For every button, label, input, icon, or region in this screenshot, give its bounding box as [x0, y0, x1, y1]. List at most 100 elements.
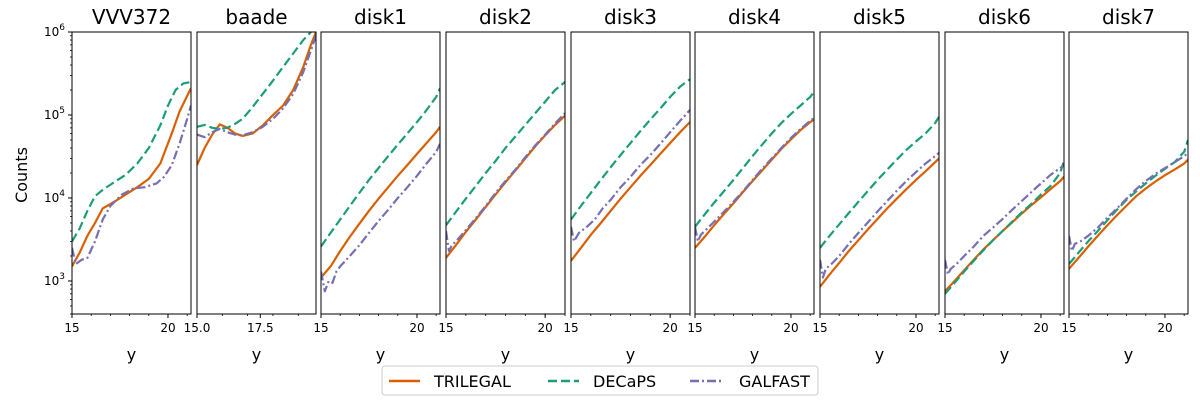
panel-title-disk3: disk3	[604, 5, 657, 29]
series-line-galfast	[820, 151, 939, 279]
series-line-galfast	[446, 112, 565, 253]
panel-frame	[196, 31, 317, 315]
x-axis-label: y	[1000, 345, 1009, 364]
series-group-disk7	[1069, 139, 1188, 270]
series-line-galfast	[321, 143, 440, 293]
x-tick-label: 17.5	[247, 321, 274, 335]
x-tick-label: 20	[409, 321, 424, 335]
panel-title-disk6: disk6	[978, 5, 1031, 29]
series-line-trilegal	[695, 118, 814, 249]
series-line-decaps	[571, 78, 690, 221]
y-tick-label: 103	[44, 272, 65, 288]
y-tick-label: 105	[44, 106, 65, 122]
x-tick-label: 20	[160, 321, 175, 335]
series-line-galfast	[571, 109, 690, 243]
x-axis-label: y	[750, 345, 759, 364]
series-group-disk3	[571, 78, 690, 262]
series-line-trilegal	[321, 126, 440, 279]
series-line-trilegal	[820, 157, 939, 288]
panel-disk5: disk5 15 20 y	[812, 5, 940, 364]
x-tick-label: 15	[438, 321, 453, 335]
legend-label-decaps: DECaPS	[593, 372, 656, 391]
panel-baade: baade 15.0 17.5 y	[184, 5, 317, 364]
x-tick-label: 15	[937, 321, 952, 335]
series-line-decaps	[945, 160, 1064, 295]
series-line-trilegal	[571, 121, 690, 262]
panel-disk7: disk7 15 20 y	[1061, 5, 1189, 364]
series-line-galfast	[945, 164, 1064, 276]
series-line-galfast	[72, 105, 191, 266]
series-group-vvv372	[72, 80, 191, 267]
legend-frame	[381, 365, 819, 396]
x-tick-label: 20	[908, 321, 923, 335]
x-tick-label: 20	[1033, 321, 1048, 335]
panel-disk4: disk4 15 20 y	[687, 5, 815, 364]
series-line-decaps	[197, 32, 313, 130]
panel-frame	[570, 31, 691, 315]
panel-disk1: disk1 15 20 y	[313, 5, 441, 364]
x-axis-label: y	[626, 345, 635, 364]
x-tick-label: 20	[663, 321, 678, 335]
series-line-decaps	[1069, 139, 1188, 265]
panel-title-disk4: disk4	[728, 5, 781, 29]
y-axis-label: Counts	[12, 147, 31, 203]
panel-title-disk5: disk5	[853, 5, 906, 29]
panel-frame	[71, 31, 192, 315]
x-axis-label: y	[1124, 345, 1133, 364]
series-line-trilegal	[72, 87, 191, 267]
series-line-trilegal	[197, 32, 316, 166]
series-line-trilegal	[1069, 158, 1188, 270]
series-group-baade	[197, 32, 316, 166]
x-axis-label: y	[376, 345, 385, 364]
series-group-disk2	[446, 81, 565, 259]
x-tick-label: 15	[563, 321, 578, 335]
panel-title-disk2: disk2	[479, 5, 532, 29]
series-line-trilegal	[446, 114, 565, 259]
panel-title-vvv372: VVV372	[92, 5, 171, 29]
x-tick-label: 20	[1157, 321, 1172, 335]
x-tick-label: 15	[64, 321, 79, 335]
x-axis-label: y	[127, 345, 136, 364]
panel-title-baade: baade	[225, 5, 287, 29]
panel-title-disk1: disk1	[354, 5, 407, 29]
x-tick-label: 15	[812, 321, 827, 335]
series-line-galfast	[1069, 151, 1188, 253]
series-line-decaps	[321, 87, 440, 248]
legend: TRILEGAL DECaPS GALFAST	[381, 365, 819, 396]
series-line-decaps	[446, 81, 565, 226]
series-line-decaps	[820, 116, 939, 249]
panel-title-disk7: disk7	[1102, 5, 1155, 29]
y-tick-label: 104	[44, 189, 65, 205]
x-tick-label: 15.0	[184, 321, 211, 335]
series-line-decaps	[695, 91, 814, 228]
panel-disk6: disk6 15 20 y	[937, 5, 1065, 364]
legend-label-galfast: GALFAST	[739, 372, 810, 391]
x-tick-label: 15	[687, 321, 702, 335]
x-tick-label: 20	[538, 321, 553, 335]
panel-frame	[320, 31, 441, 315]
series-line-galfast	[695, 117, 814, 243]
series-line-decaps	[72, 80, 191, 242]
x-axis-label: y	[501, 345, 510, 364]
panel-frame	[944, 31, 1065, 315]
panel-vvv372: VVV372 15 20 103 104 105 106 y	[44, 5, 192, 364]
panel-frame	[819, 31, 940, 315]
x-axis-label: y	[875, 345, 884, 364]
series-line-galfast	[197, 35, 316, 139]
x-axis-label: y	[252, 345, 261, 364]
series-group-disk6	[945, 160, 1064, 295]
x-tick-label: 20	[783, 321, 798, 335]
y-tick-label: 106	[44, 23, 65, 39]
series-group-disk1	[321, 87, 440, 293]
panel-frame	[694, 31, 815, 315]
panel-frame	[445, 31, 566, 315]
legend-label-trilegal: TRILEGAL	[433, 372, 511, 391]
panel-disk2: disk2 15 20 y	[438, 5, 566, 364]
x-tick-label: 15	[313, 321, 328, 335]
series-group-disk5	[820, 116, 939, 288]
panel-disk3: disk3 15 20 y	[563, 5, 691, 364]
panel-frame	[1068, 31, 1189, 315]
x-tick-label: 15	[1061, 321, 1076, 335]
